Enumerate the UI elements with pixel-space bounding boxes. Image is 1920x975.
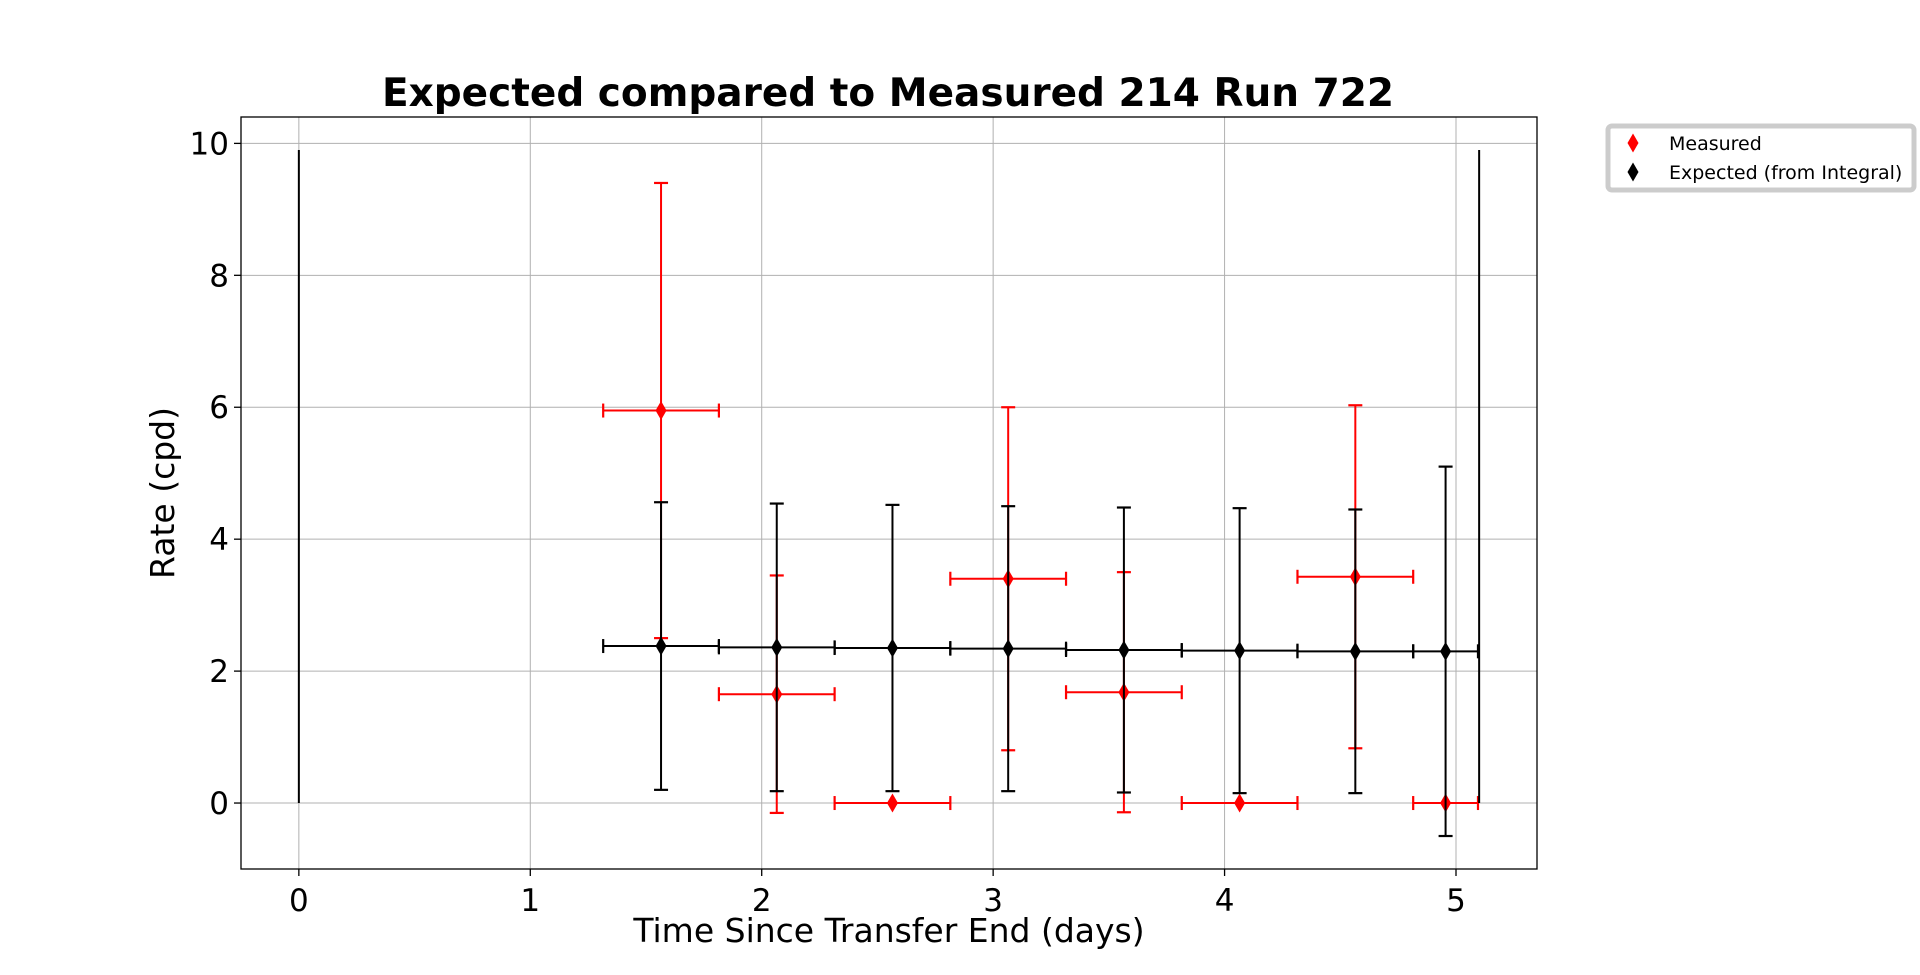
x-tick-label: 1 (520, 883, 540, 919)
legend-box (1605, 123, 1917, 193)
data-point (1349, 641, 1361, 661)
y-tick-label: 6 (209, 390, 229, 426)
legend-label: Measured (1669, 133, 1762, 155)
data-point (1440, 641, 1452, 661)
x-tick-label: 3 (983, 883, 1003, 919)
y-tick-label: 10 (190, 126, 229, 162)
legend-entry: Measured (1627, 133, 1762, 155)
y-tick-label: 8 (209, 258, 229, 294)
x-tick-label: 0 (289, 883, 309, 919)
legend-label: Expected (from Integral) (1669, 162, 1902, 184)
y-tick-label: 4 (209, 522, 229, 558)
chart-title: Expected compared to Measured 214 Run 72… (382, 71, 1394, 116)
data-point (655, 636, 667, 656)
data-point (886, 638, 898, 658)
plot-frame (240, 116, 1538, 870)
data-point (655, 401, 667, 421)
data-point (886, 793, 898, 813)
series-expected (297, 149, 1481, 838)
data-point (1002, 639, 1014, 659)
data-point (1234, 793, 1246, 813)
x-tick-label: 4 (1215, 883, 1235, 919)
legend-entry: Expected (from Integral) (1627, 162, 1902, 184)
y-axis-label: Rate (cpd) (143, 407, 182, 579)
plot-area (297, 149, 1481, 838)
y-tick-label: 0 (209, 786, 229, 822)
grid (241, 117, 1537, 869)
x-tick-label: 2 (752, 883, 772, 919)
axis-ticks: 0 1 2 3 4 5 0 2 4 6 8 10 (190, 126, 1466, 919)
data-point (1118, 640, 1130, 660)
data-point (1234, 641, 1246, 661)
x-tick-label: 5 (1446, 883, 1466, 919)
legend-marker (1627, 133, 1639, 153)
data-point (771, 637, 783, 657)
legend: Measured Expected (from Integral) (1605, 123, 1917, 193)
legend-marker (1627, 162, 1639, 182)
y-tick-label: 2 (209, 654, 229, 690)
x-axis-label: Time Since Transfer End (days) (632, 911, 1144, 950)
